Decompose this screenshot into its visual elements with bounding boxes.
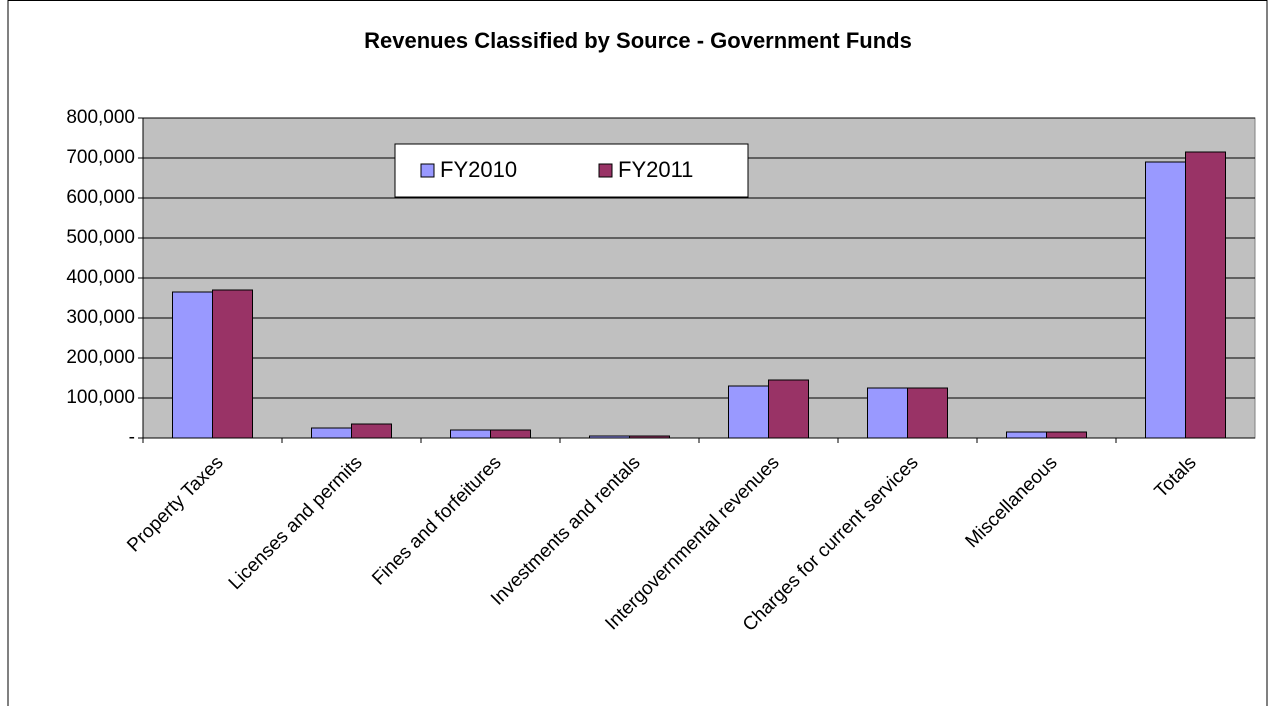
legend-swatch: [420, 163, 435, 178]
chart-title: Revenues Classified by Source - Governme…: [364, 28, 912, 53]
legend-label: FY2011: [618, 157, 693, 182]
bar: [490, 429, 531, 439]
bar: [212, 289, 253, 439]
bar: [172, 291, 213, 439]
bar: [311, 427, 352, 439]
y-tick-label: 800,000: [66, 107, 135, 128]
y-tick-label: -: [129, 427, 135, 448]
legend-box: [394, 143, 749, 198]
legend-label: FY2010: [440, 157, 517, 182]
y-tick-label: 700,000: [66, 147, 135, 168]
bar: [589, 435, 630, 439]
bar: [629, 435, 670, 439]
bar: [867, 387, 908, 439]
bar: [1046, 431, 1087, 439]
y-tick-label: 100,000: [66, 387, 135, 408]
bar: [351, 423, 392, 439]
bar: [450, 429, 491, 439]
bar: [768, 379, 809, 439]
bar: [1145, 161, 1186, 439]
y-tick-label: 400,000: [66, 267, 135, 288]
y-tick-label: 200,000: [66, 347, 135, 368]
bar: [1185, 151, 1226, 439]
bar: [728, 385, 769, 439]
y-tick-label: 300,000: [66, 307, 135, 328]
legend-swatch: [598, 163, 613, 178]
y-tick-label: 500,000: [66, 227, 135, 248]
y-tick-label: 600,000: [66, 187, 135, 208]
bar: [907, 387, 948, 439]
bar: [1006, 431, 1047, 439]
